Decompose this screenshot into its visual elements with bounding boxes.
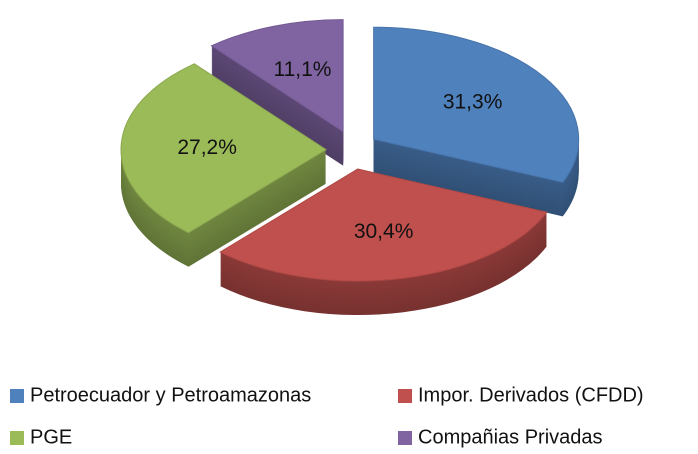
value-label: 31,3% [443,91,503,114]
legend-label: Compañias Privadas [418,426,603,448]
pie-slice [210,19,344,133]
value-label: 30,4% [354,220,414,243]
legend-swatch [10,431,24,445]
legend-swatch [398,389,412,403]
legend-swatch [10,389,24,403]
legend-swatch [398,431,412,445]
legend-label: Petroecuador y Petroamazonas [30,384,311,406]
value-label: 11,1% [273,58,331,81]
legend-label: Impor. Derivados (CFDD) [418,384,644,406]
legend-label: PGE [30,426,72,448]
value-label: 27,2% [177,136,237,159]
pie-slice [219,168,548,282]
pie-slice [373,26,580,183]
pie-slice [120,63,327,234]
